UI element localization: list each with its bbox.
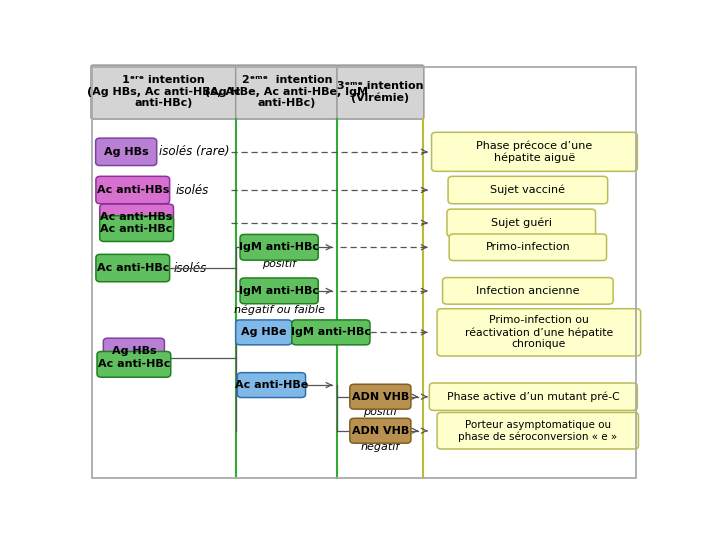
Text: Sujet vacciné: Sujet vacciné <box>491 185 565 195</box>
FancyBboxPatch shape <box>237 372 305 398</box>
Text: Ac anti-HBe: Ac anti-HBe <box>235 380 308 390</box>
Text: ADN VHB: ADN VHB <box>351 392 409 402</box>
Text: Ac anti-HBs: Ac anti-HBs <box>97 185 169 195</box>
Text: Ac anti-HBc: Ac anti-HBc <box>100 224 173 233</box>
Text: Phase active d’un mutant pré-C: Phase active d’un mutant pré-C <box>447 391 620 402</box>
Text: 2ᵉᵐᵉ  intention
(Ag HBe, Ac anti-HBe, IgM
anti-HBc): 2ᵉᵐᵉ intention (Ag HBe, Ac anti-HBe, IgM… <box>205 75 368 108</box>
Text: Ac anti-HBc: Ac anti-HBc <box>97 263 169 273</box>
Text: +: + <box>99 215 111 230</box>
Text: isolés: isolés <box>175 183 209 197</box>
Text: IgM anti-HBc: IgM anti-HBc <box>239 243 319 252</box>
Text: +: + <box>290 326 301 339</box>
Text: positif: positif <box>364 407 398 418</box>
FancyBboxPatch shape <box>448 176 608 204</box>
Text: Ag HBs: Ag HBs <box>111 346 156 356</box>
FancyBboxPatch shape <box>97 351 170 377</box>
FancyBboxPatch shape <box>350 418 411 443</box>
Text: 1ᵉʳᵉ intention
(Ag HBs, Ac anti-HBs, Ac
anti-HBc): 1ᵉʳᵉ intention (Ag HBs, Ac anti-HBs, Ac … <box>87 75 241 108</box>
FancyBboxPatch shape <box>430 383 638 410</box>
FancyBboxPatch shape <box>99 216 173 241</box>
Text: 3ᵉᵐᵉ intention
(Virémie): 3ᵉᵐᵉ intention (Virémie) <box>337 80 424 103</box>
FancyBboxPatch shape <box>99 204 173 230</box>
FancyBboxPatch shape <box>236 320 292 345</box>
Text: Ac anti-HBc: Ac anti-HBc <box>98 360 170 369</box>
FancyBboxPatch shape <box>96 176 170 204</box>
FancyBboxPatch shape <box>91 65 236 119</box>
FancyBboxPatch shape <box>432 133 638 171</box>
FancyBboxPatch shape <box>240 234 318 260</box>
Text: Phase précoce d’une
hépatite aiguë: Phase précoce d’une hépatite aiguë <box>476 141 593 163</box>
Text: IgM anti-HBc: IgM anti-HBc <box>291 327 371 337</box>
Text: Primo-infection: Primo-infection <box>486 243 570 252</box>
FancyBboxPatch shape <box>447 209 596 237</box>
FancyBboxPatch shape <box>449 234 606 260</box>
Text: négatif ou faible: négatif ou faible <box>234 305 324 315</box>
Text: IgM anti-HBc: IgM anti-HBc <box>239 286 319 296</box>
FancyBboxPatch shape <box>104 338 165 364</box>
Text: Porteur asymptomatique ou
phase de séroconversion « e »: Porteur asymptomatique ou phase de séroc… <box>458 420 618 442</box>
Text: Ag HBe: Ag HBe <box>241 327 286 337</box>
FancyBboxPatch shape <box>350 384 411 409</box>
Text: isolés (rare): isolés (rare) <box>159 146 229 158</box>
FancyBboxPatch shape <box>337 65 424 119</box>
FancyBboxPatch shape <box>292 320 370 345</box>
Text: Primo-infection ou
réactivation d’une hépatite
chronique: Primo-infection ou réactivation d’une hé… <box>465 315 613 349</box>
FancyBboxPatch shape <box>236 65 338 119</box>
Text: Ag HBs: Ag HBs <box>104 147 148 157</box>
Text: Ac anti-HBs: Ac anti-HBs <box>100 212 173 222</box>
FancyBboxPatch shape <box>96 254 170 282</box>
FancyBboxPatch shape <box>96 138 157 165</box>
FancyBboxPatch shape <box>437 309 640 356</box>
FancyBboxPatch shape <box>442 278 613 304</box>
FancyBboxPatch shape <box>240 278 318 304</box>
Text: positif: positif <box>262 259 296 269</box>
Text: ADN VHB: ADN VHB <box>351 426 409 436</box>
FancyBboxPatch shape <box>437 412 638 449</box>
Text: Infection ancienne: Infection ancienne <box>476 286 579 296</box>
Text: négatif: négatif <box>361 441 400 452</box>
Text: +: + <box>99 350 111 365</box>
Text: Sujet guéri: Sujet guéri <box>491 218 552 228</box>
Text: isolés: isolés <box>174 261 207 274</box>
